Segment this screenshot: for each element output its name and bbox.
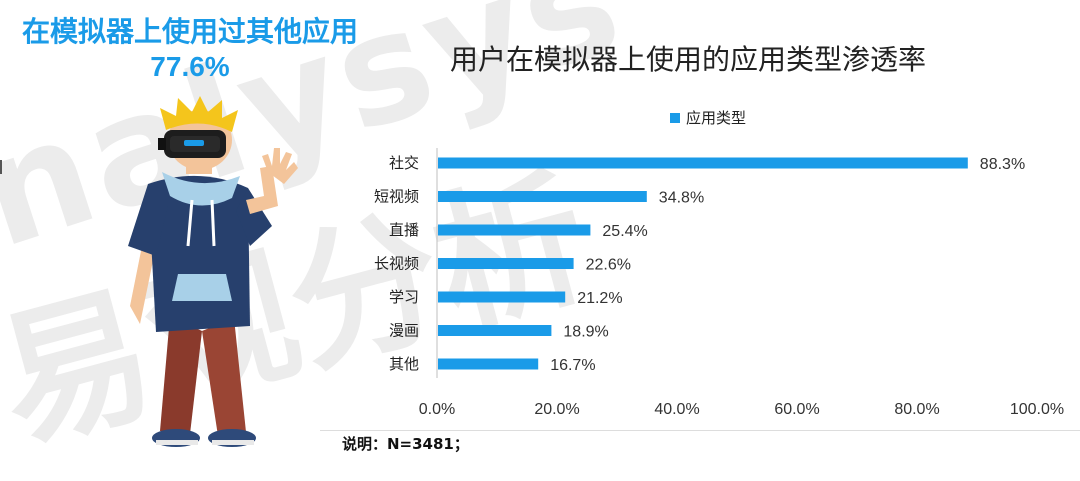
category-label: 短视频: [374, 188, 419, 206]
x-tick-label: 100.0%: [1010, 401, 1064, 418]
bar: [438, 258, 574, 269]
category-label: 学习: [389, 288, 419, 306]
x-tick-label: 40.0%: [654, 401, 699, 418]
x-tick-label: 80.0%: [894, 401, 939, 418]
bar-value-label: 18.9%: [563, 324, 608, 341]
bar: [438, 191, 647, 202]
bar-value-label: 16.7%: [550, 357, 595, 374]
bar-value-label: 25.4%: [602, 223, 647, 240]
bar: [438, 325, 552, 336]
headline: 在模拟器上使用过其他应用 77.6%: [0, 14, 380, 84]
legend-label: 应用类型: [686, 109, 746, 127]
bar: [438, 358, 539, 370]
bar-value-label: 21.2%: [577, 290, 622, 307]
headline-percentage: 77.6%: [150, 51, 230, 82]
x-tick-label: 20.0%: [534, 401, 579, 418]
note-divider: [320, 430, 1080, 431]
sample-size-note: 说明：N=3481；: [342, 435, 469, 453]
bar-value-label: 22.6%: [586, 257, 631, 274]
category-label: 社交: [389, 154, 419, 172]
category-label: 其他: [389, 355, 419, 373]
legend-swatch: [670, 113, 680, 123]
chart-title: 用户在模拟器上使用的应用类型渗透率: [450, 43, 927, 76]
headline-text: 在模拟器上使用过其他应用: [21, 15, 358, 48]
category-label: 漫画: [389, 322, 419, 340]
x-tick-label: 60.0%: [774, 401, 819, 418]
bar-value-label: 88.3%: [980, 156, 1025, 173]
left-edge-mark: [0, 160, 6, 174]
bar: [438, 157, 968, 169]
category-label: 直播: [389, 221, 419, 239]
bar: [438, 224, 591, 236]
category-label: 长视频: [374, 255, 419, 273]
bar: [438, 291, 566, 303]
bar-value-label: 34.8%: [659, 190, 704, 207]
x-tick-label: 0.0%: [419, 401, 455, 418]
vr-user-illustration: [100, 96, 320, 460]
